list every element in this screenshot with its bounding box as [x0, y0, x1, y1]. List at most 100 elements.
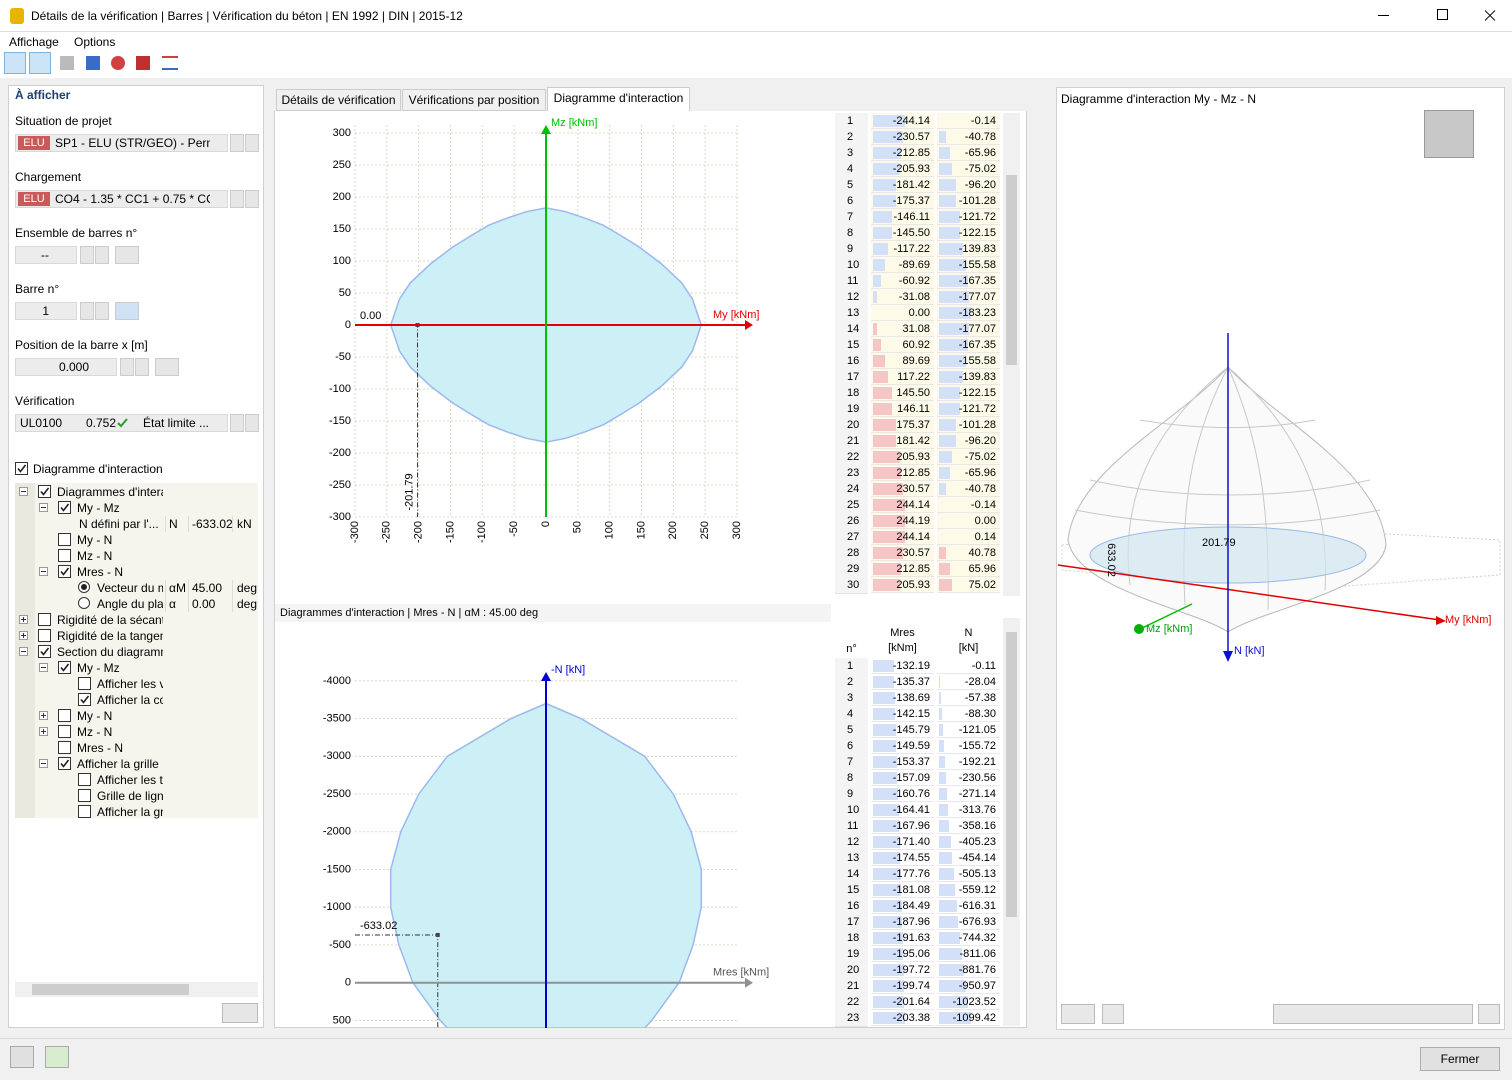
tree-label[interactable]: Rigidité de la tangen	[57, 629, 163, 643]
tree-label[interactable]: Afficher la co	[97, 693, 163, 707]
tree-label[interactable]: Afficher les vi	[97, 677, 163, 691]
nav-button[interactable]	[95, 246, 109, 264]
tab[interactable]: Vérifications par position	[402, 89, 546, 111]
nav-button[interactable]	[230, 134, 244, 152]
table-cell: -117.22	[893, 243, 931, 255]
checkbox[interactable]	[78, 693, 91, 706]
checkbox[interactable]	[58, 741, 71, 754]
nav-button[interactable]	[245, 414, 259, 432]
checkbox-label[interactable]: Diagramme d'interaction	[33, 462, 163, 476]
combo-box[interactable]	[15, 134, 228, 152]
tool-button[interactable]	[60, 56, 74, 70]
checkbox[interactable]	[78, 677, 91, 690]
tree-symbol: α	[169, 597, 176, 611]
menu-item[interactable]: Affichage	[9, 35, 59, 49]
checkbox[interactable]	[78, 773, 91, 786]
tree-label[interactable]: Diagrammes d'intera	[57, 485, 163, 499]
checkbox[interactable]	[38, 613, 51, 626]
nav-button[interactable]	[95, 302, 109, 320]
nav-button[interactable]	[135, 358, 149, 376]
cell-bar	[873, 387, 892, 399]
menu-item[interactable]: Options	[74, 35, 116, 49]
tool-button[interactable]	[136, 56, 150, 70]
checkbox[interactable]	[78, 805, 91, 818]
nav-button[interactable]	[245, 190, 259, 208]
tree-label[interactable]: Section du diagramm	[57, 645, 163, 659]
tab[interactable]: Détails de vérification	[276, 89, 401, 111]
tree-label[interactable]: Mz - N	[77, 725, 113, 739]
check-state[interactable]: État limite ...	[143, 416, 210, 430]
pick-button[interactable]	[115, 246, 139, 264]
combo-box[interactable]	[15, 190, 228, 208]
tree-label[interactable]: My - Mz	[77, 661, 120, 675]
cell-bar	[873, 852, 900, 864]
tree-label[interactable]: Angle du pla	[97, 597, 163, 611]
units-button[interactable]	[45, 1046, 69, 1068]
tab[interactable]: Diagramme d'interaction	[547, 87, 690, 111]
help-button[interactable]	[10, 1046, 34, 1068]
tool-button[interactable]	[1102, 1004, 1124, 1024]
tree-label[interactable]: Vecteur du m	[97, 581, 163, 595]
cell-bg	[937, 481, 1000, 497]
nav-button[interactable]	[120, 358, 134, 376]
row-number: 4	[835, 161, 868, 178]
print-button[interactable]	[1061, 1004, 1095, 1024]
tree-label[interactable]: Afficher la gr	[97, 805, 163, 819]
checkbox[interactable]	[38, 485, 51, 498]
close-button[interactable]: Fermer	[1420, 1047, 1500, 1071]
tool-button[interactable]	[1478, 1004, 1500, 1024]
tree-label[interactable]: Afficher les tr	[97, 773, 163, 787]
checkbox[interactable]	[78, 789, 91, 802]
pick-button[interactable]	[115, 302, 139, 320]
tree-label[interactable]: Rigidité de la sécante	[57, 613, 163, 627]
checkbox[interactable]	[38, 645, 51, 658]
combo-box[interactable]	[15, 246, 77, 264]
checkbox[interactable]	[58, 565, 71, 578]
tree-label[interactable]: Afficher la grille	[77, 757, 159, 771]
checkbox[interactable]	[58, 501, 71, 514]
table-cell: -149.59	[892, 740, 930, 752]
tree-label[interactable]: Mres - N	[77, 741, 123, 755]
tree-label[interactable]: Mres - N	[77, 565, 123, 579]
cell-bar	[939, 131, 946, 143]
pick-button[interactable]	[155, 358, 179, 376]
table-cell: -0.14	[970, 115, 996, 127]
cell-bar	[873, 355, 885, 367]
row-number: 23	[835, 1010, 868, 1027]
tool-button[interactable]	[111, 56, 125, 70]
maximize-button[interactable]	[1437, 9, 1448, 20]
tree-label[interactable]: Mz - N	[77, 549, 113, 563]
tree-label[interactable]: My - Mz	[77, 501, 120, 515]
checkbox[interactable]	[38, 629, 51, 642]
tool-button[interactable]	[4, 52, 26, 74]
tool-button[interactable]	[86, 56, 100, 70]
h-scroll-thumb[interactable]	[32, 984, 189, 995]
tool-button[interactable]	[162, 56, 178, 70]
combo-box[interactable]	[15, 358, 117, 376]
checkbox[interactable]	[58, 661, 71, 674]
v-scroll-thumb[interactable]	[1006, 632, 1017, 917]
nav-button[interactable]	[230, 414, 244, 432]
checkbox[interactable]	[15, 462, 28, 475]
minimize-button[interactable]	[1378, 15, 1389, 16]
checkbox[interactable]	[58, 757, 71, 770]
v-scroll-thumb[interactable]	[1006, 175, 1017, 365]
view-cube[interactable]	[1424, 110, 1474, 158]
checkbox[interactable]	[58, 533, 71, 546]
tree-label[interactable]: My - N	[77, 533, 113, 547]
view-toolbar[interactable]	[1273, 1004, 1473, 1024]
nav-button[interactable]	[80, 246, 94, 264]
combo-box[interactable]	[15, 302, 77, 320]
checkbox[interactable]	[58, 709, 71, 722]
tree-label[interactable]: My - N	[77, 709, 113, 723]
nav-button[interactable]	[245, 134, 259, 152]
checkbox[interactable]	[58, 725, 71, 738]
radio[interactable]	[78, 597, 90, 609]
tree-label[interactable]: N défini par l'...	[79, 517, 159, 531]
print-button[interactable]	[222, 1003, 258, 1023]
nav-button[interactable]	[230, 190, 244, 208]
checkbox[interactable]	[58, 549, 71, 562]
tool-button[interactable]	[29, 52, 51, 74]
nav-button[interactable]	[80, 302, 94, 320]
tree-label[interactable]: Grille de lign	[97, 789, 163, 803]
